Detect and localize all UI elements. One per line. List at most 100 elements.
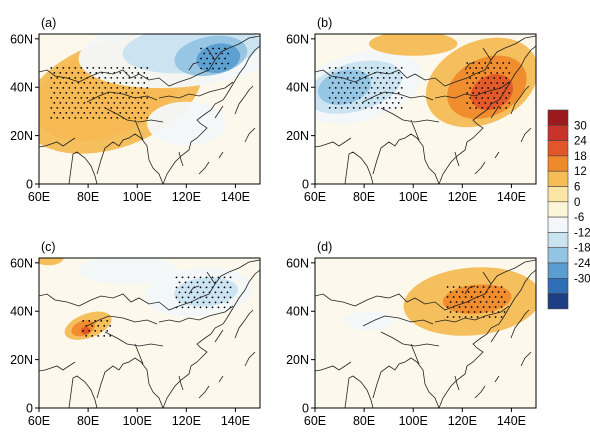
significance-dot xyxy=(458,316,461,318)
significance-dot xyxy=(364,67,367,69)
significance-dot xyxy=(224,47,227,50)
significance-dot xyxy=(88,330,91,332)
significance-dot xyxy=(487,77,490,79)
colorbar-label: -24 xyxy=(574,258,590,270)
significance-dot xyxy=(71,72,74,74)
x-tick-label: 80E xyxy=(77,190,99,204)
significance-dot xyxy=(56,77,59,79)
significance-dot xyxy=(140,87,143,89)
significance-dot xyxy=(95,112,98,114)
significance-dot xyxy=(65,102,68,104)
significance-dot xyxy=(98,67,101,69)
significance-dot xyxy=(379,82,382,84)
colorbar-swatch xyxy=(547,232,569,249)
significance-dot xyxy=(346,77,349,79)
significance-dot xyxy=(361,92,364,94)
significance-dot xyxy=(370,67,373,69)
significance-dot xyxy=(484,92,487,94)
significance-dot xyxy=(94,330,97,332)
significance-dot xyxy=(125,102,128,104)
colorbar-label: 24 xyxy=(574,136,587,148)
significance-dot xyxy=(212,67,215,70)
significance-dot xyxy=(211,296,214,299)
significance-dot xyxy=(382,97,385,99)
significance-dot xyxy=(334,87,337,89)
significance-dot xyxy=(200,47,203,50)
significance-dot xyxy=(211,306,214,309)
significance-dot xyxy=(68,97,71,99)
significance-dot xyxy=(370,107,373,109)
y-tick-label: 0 xyxy=(26,178,33,192)
significance-dot xyxy=(508,92,511,94)
significance-dot xyxy=(71,82,74,84)
significance-dot xyxy=(62,107,65,109)
colorbar-swatch xyxy=(547,201,569,218)
significance-dot xyxy=(56,107,59,109)
significance-dot xyxy=(140,117,143,119)
significance-dot xyxy=(125,82,128,84)
significance-dot xyxy=(490,72,493,74)
significance-dot xyxy=(328,107,331,109)
significance-dot xyxy=(128,67,131,69)
significance-dot xyxy=(490,62,493,64)
significance-dot xyxy=(88,320,91,322)
significance-dot xyxy=(388,87,391,89)
significance-dot xyxy=(355,82,358,84)
significance-dot xyxy=(466,72,469,74)
significance-dot xyxy=(68,107,71,109)
x-tick-label: 120E xyxy=(448,190,477,204)
significance-dot xyxy=(331,72,334,74)
significance-dot xyxy=(340,107,343,109)
significance-dot xyxy=(349,102,352,104)
x-tick-label: 120E xyxy=(172,190,201,204)
colorbar-swatch xyxy=(547,293,569,310)
significance-dot xyxy=(493,107,496,109)
significance-dot xyxy=(137,102,140,104)
significance-dot xyxy=(92,117,95,119)
significance-dot xyxy=(110,87,113,89)
significance-dot xyxy=(68,87,71,89)
significance-dot xyxy=(502,82,505,84)
significance-dot xyxy=(50,97,53,99)
significance-dot xyxy=(128,107,131,109)
significance-dot xyxy=(446,296,449,298)
significance-dot xyxy=(449,291,452,293)
significance-dot xyxy=(469,77,472,79)
significance-dot xyxy=(146,67,149,69)
significance-dot xyxy=(229,296,232,299)
panel-label: (c) xyxy=(41,240,56,254)
significance-dot xyxy=(494,296,497,298)
significance-dot xyxy=(352,97,355,99)
panel-label: (d) xyxy=(317,240,332,254)
significance-dot xyxy=(334,97,337,99)
significance-dot xyxy=(470,296,473,298)
significance-dot xyxy=(119,72,122,74)
significance-dot xyxy=(455,311,458,313)
significance-dot xyxy=(331,92,334,94)
significance-dot xyxy=(116,87,119,89)
significance-dot xyxy=(364,107,367,109)
significance-dot xyxy=(89,92,92,94)
significance-dot xyxy=(482,296,485,298)
significance-dot xyxy=(193,306,196,309)
significance-dot xyxy=(340,67,343,69)
significance-dot xyxy=(143,102,146,104)
significance-dot xyxy=(331,102,334,104)
significance-dot xyxy=(455,301,458,303)
significance-dot xyxy=(473,291,476,293)
significance-dot xyxy=(328,77,331,79)
significance-dot xyxy=(146,117,149,119)
significance-dot xyxy=(119,82,122,84)
significance-dot xyxy=(178,291,181,294)
significance-dot xyxy=(71,102,74,104)
significance-dot xyxy=(221,52,224,55)
colorbar-label: -30 xyxy=(574,273,590,285)
significance-dot xyxy=(364,77,367,79)
significance-dot xyxy=(476,286,479,288)
significance-dot xyxy=(215,52,218,55)
significance-dot xyxy=(224,67,227,70)
significance-dot xyxy=(220,281,223,284)
significance-dot xyxy=(74,97,77,99)
significance-dot xyxy=(466,102,469,104)
